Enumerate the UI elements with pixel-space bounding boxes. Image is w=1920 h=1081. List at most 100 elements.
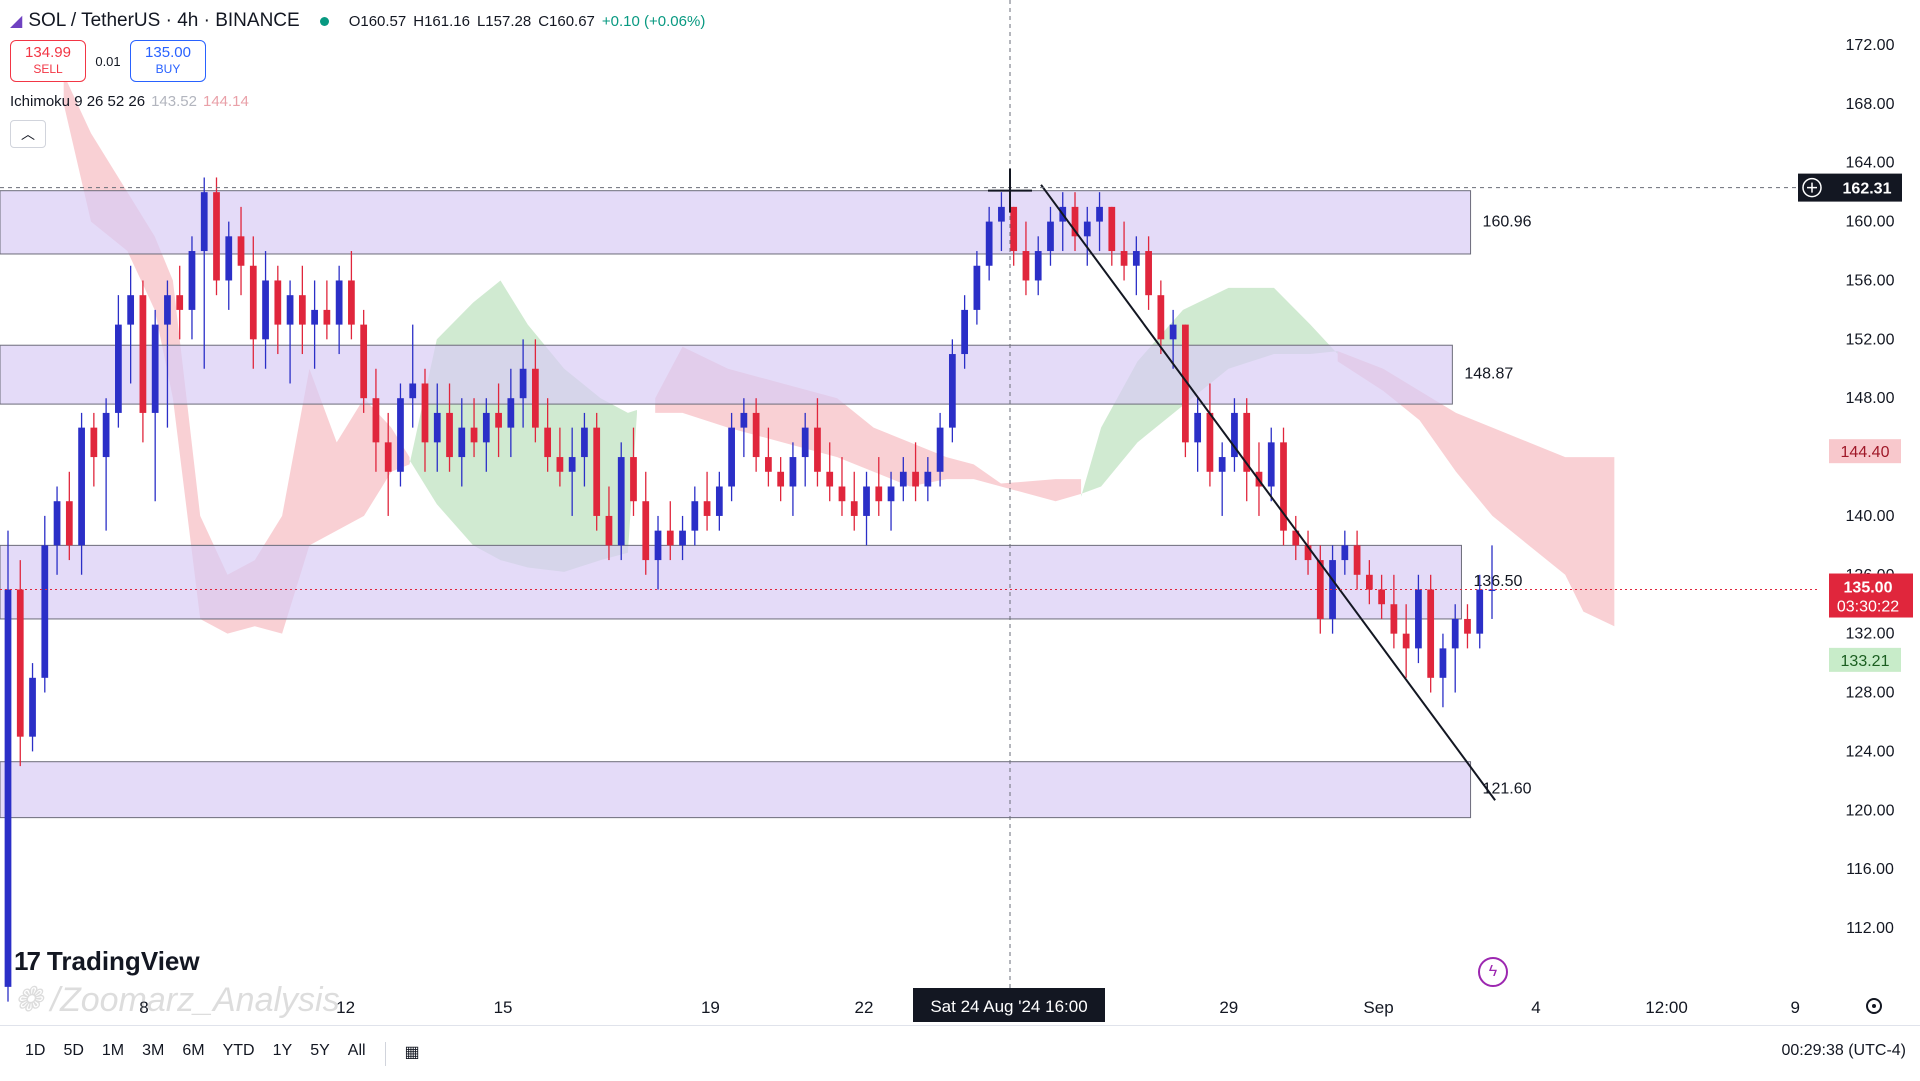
candle-body[interactable] [1206, 412, 1214, 472]
candle-body[interactable] [298, 295, 306, 325]
candle-body[interactable] [1096, 206, 1103, 222]
candle-body[interactable] [495, 412, 502, 428]
candle-body[interactable] [458, 427, 466, 458]
candle-body[interactable] [372, 398, 380, 443]
candle-body[interactable] [127, 295, 135, 325]
candle-body[interactable] [1304, 545, 1312, 561]
candle-body[interactable] [899, 471, 907, 487]
candle-body[interactable] [384, 442, 392, 472]
candle-body[interactable] [1476, 589, 1484, 634]
candle-body[interactable] [1341, 545, 1349, 561]
candle-body[interactable] [335, 280, 343, 325]
candle-body[interactable] [777, 471, 785, 487]
indicator-legend[interactable]: Ichimoku 9 26 52 26 143.52 144.14 [10, 93, 249, 110]
candle-body[interactable] [274, 280, 282, 325]
candle-body[interactable] [1047, 221, 1054, 252]
timeframe-1y[interactable]: 1Y [272, 1042, 293, 1059]
candle-body[interactable] [507, 398, 515, 428]
candle-body[interactable] [1353, 545, 1361, 575]
candle-body[interactable] [249, 265, 257, 340]
candle-body[interactable] [1157, 295, 1165, 340]
timeframe-6m[interactable]: 6M [182, 1042, 205, 1059]
candle-body[interactable] [728, 427, 735, 487]
candle-body[interactable] [421, 383, 429, 443]
candle-body[interactable] [666, 530, 674, 546]
candle-body[interactable] [1378, 589, 1385, 605]
candle-body[interactable] [1034, 251, 1042, 281]
candle-body[interactable] [397, 398, 404, 472]
timeframe-5y[interactable]: 5Y [310, 1042, 330, 1059]
candle-body[interactable] [102, 412, 110, 458]
clock-timezone[interactable]: 00:29:38 (UTC-4) [1781, 1042, 1907, 1059]
candle-body[interactable] [470, 427, 478, 443]
candle-body[interactable] [1464, 618, 1471, 634]
timeframe-1d[interactable]: 1D [25, 1042, 46, 1059]
candle-body[interactable] [1169, 324, 1177, 340]
timeframe-5d[interactable]: 5D [63, 1042, 84, 1059]
candle-body[interactable] [311, 309, 318, 325]
candle-body[interactable] [801, 427, 809, 458]
candle-body[interactable] [53, 501, 61, 546]
candle-body[interactable] [1022, 251, 1030, 281]
candle-body[interactable] [1439, 648, 1447, 678]
candle-body[interactable] [544, 427, 552, 458]
candle-body[interactable] [740, 412, 748, 428]
candle-body[interactable] [433, 412, 441, 443]
candle-body[interactable] [765, 457, 772, 472]
candle-body[interactable] [1365, 574, 1373, 590]
candle-body[interactable] [961, 309, 969, 355]
candle-body[interactable] [691, 501, 699, 531]
candle-body[interactable] [1402, 633, 1410, 649]
candle-body[interactable] [200, 192, 208, 252]
candle-body[interactable] [213, 192, 220, 281]
candle-body[interactable] [617, 457, 625, 546]
candle-body[interactable] [568, 457, 576, 472]
candle-body[interactable] [1083, 221, 1091, 237]
sr-zone-2[interactable] [0, 344, 1453, 405]
candle-body[interactable] [90, 427, 98, 458]
candle-body[interactable] [115, 324, 122, 413]
candle-body[interactable] [16, 589, 24, 737]
candle-body[interactable] [1292, 530, 1300, 546]
candle-body[interactable] [752, 412, 760, 458]
candle-body[interactable] [519, 368, 527, 399]
candle-body[interactable] [531, 368, 539, 428]
candle-body[interactable] [875, 486, 883, 502]
gear-icon[interactable] [1866, 998, 1882, 1014]
candle-body[interactable] [1071, 206, 1079, 237]
candle-body[interactable] [924, 471, 932, 487]
candle-body[interactable] [887, 486, 895, 502]
candle-body[interactable] [1390, 604, 1398, 634]
candle-body[interactable] [1010, 206, 1018, 252]
candle-body[interactable] [1218, 457, 1226, 472]
candle-body[interactable] [936, 427, 944, 472]
candle-body[interactable] [446, 412, 453, 458]
candle-body[interactable] [912, 471, 919, 487]
candle-body[interactable] [814, 427, 821, 472]
candle-body[interactable] [188, 251, 196, 310]
candle-body[interactable] [4, 589, 12, 987]
candle-body[interactable] [1427, 589, 1435, 678]
candle-body[interactable] [850, 501, 858, 516]
candle-body[interactable] [262, 280, 269, 340]
candle-body[interactable] [1243, 412, 1251, 472]
candle-body[interactable] [1194, 412, 1202, 443]
candle-body[interactable] [630, 457, 637, 502]
candle-body[interactable] [556, 457, 564, 472]
candle-body[interactable] [593, 427, 601, 516]
candle-body[interactable] [1280, 442, 1287, 531]
candle-body[interactable] [225, 236, 233, 281]
candle-body[interactable] [1145, 251, 1152, 296]
candle-body[interactable] [360, 324, 368, 399]
sr-zone-3[interactable] [0, 544, 1462, 620]
sr-zone-4[interactable] [0, 761, 1472, 819]
candle-body[interactable] [286, 295, 294, 325]
trendline[interactable] [1040, 184, 1496, 801]
candle-body[interactable] [863, 486, 870, 516]
candle-body[interactable] [1120, 251, 1128, 266]
candle-body[interactable] [139, 295, 147, 413]
buy-button[interactable]: 135.00 BUY [130, 40, 206, 82]
candle-body[interactable] [164, 295, 171, 325]
candle-body[interactable] [1182, 324, 1189, 443]
